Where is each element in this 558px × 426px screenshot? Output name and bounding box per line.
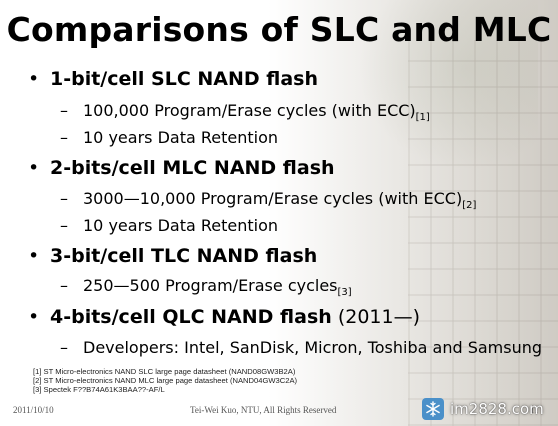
bullet-label: 4-bits/cell QLC NAND flash [50,306,332,328]
references: [1] ST Micro-electronics NAND SLC large … [33,367,297,394]
sub-text: 10 years Data Retention [83,216,278,235]
bullet-dot: • [28,306,40,328]
page-number: 11 [530,405,539,415]
sub-dash: – [60,276,68,295]
reference-3: [3] Spectek F??B74A61K3BAA??-AF/L [33,385,165,394]
sub-ref: [2] [462,200,477,211]
bullet-dot: • [28,157,40,179]
background-building [408,40,558,426]
sub-qlc-developers: – Developers: Intel, SanDisk, Micron, Tos… [60,338,542,357]
footer-date: 2011/10/10 [13,405,54,415]
slide-title: Comparisons of SLC and MLC [6,10,552,49]
sub-text: 100,000 Program/Erase cycles (with ECC) [83,101,416,120]
reference-1: [1] ST Micro-electronics NAND SLC large … [33,367,296,376]
background-tree [358,0,538,170]
sub-slc-cycles: –100,000 Program/Erase cycles (with ECC)… [60,101,430,123]
bullet-tlc: • 3-bit/cell TLC NAND flash [28,245,317,267]
sub-ref: [1] [415,112,430,123]
sub-text: Developers: Intel, SanDisk, Micron, Tosh… [83,338,543,357]
bullet-dot: • [28,68,40,90]
bullet-slc: • 1-bit/cell SLC NAND flash [28,68,318,90]
watermark-text: im2828.com [450,400,544,418]
sub-dash: – [60,101,68,120]
sub-tlc-cycles: –250—500 Program/Erase cycles[3] [60,276,352,298]
footer-author: Tei-Wei Kuo, NTU, All Rights Reserved [190,405,337,415]
sub-dash: – [60,338,68,357]
sub-dash: – [60,216,68,235]
watermark: im2828.com [422,396,558,422]
snowflake-icon [422,398,444,420]
sub-dash: – [60,128,68,147]
sub-dash: – [60,189,68,208]
bullet-label: 1-bit/cell SLC NAND flash [50,68,319,90]
bullet-mlc: • 2-bits/cell MLC NAND flash [28,157,335,179]
sub-slc-retention: –10 years Data Retention [60,128,278,147]
sub-ref: [3] [337,287,352,298]
bullet-qlc: • 4-bits/cell QLC NAND flash (2011—) [28,306,420,328]
sub-mlc-retention: –10 years Data Retention [60,216,278,235]
bullet-dot: • [28,245,40,267]
bullet-label: 2-bits/cell MLC NAND flash [50,157,335,179]
sub-text: 3000—10,000 Program/Erase cycles (with E… [83,189,463,208]
sub-text: 250—500 Program/Erase cycles [83,276,338,295]
reference-2: [2] ST Micro-electronics NAND MLC large … [33,376,298,385]
sub-mlc-cycles: –3000—10,000 Program/Erase cycles (with … [60,189,476,211]
sub-text: 10 years Data Retention [83,128,278,147]
bullet-label: 3-bit/cell TLC NAND flash [50,245,318,267]
bullet-extra: (2011—) [331,306,421,328]
